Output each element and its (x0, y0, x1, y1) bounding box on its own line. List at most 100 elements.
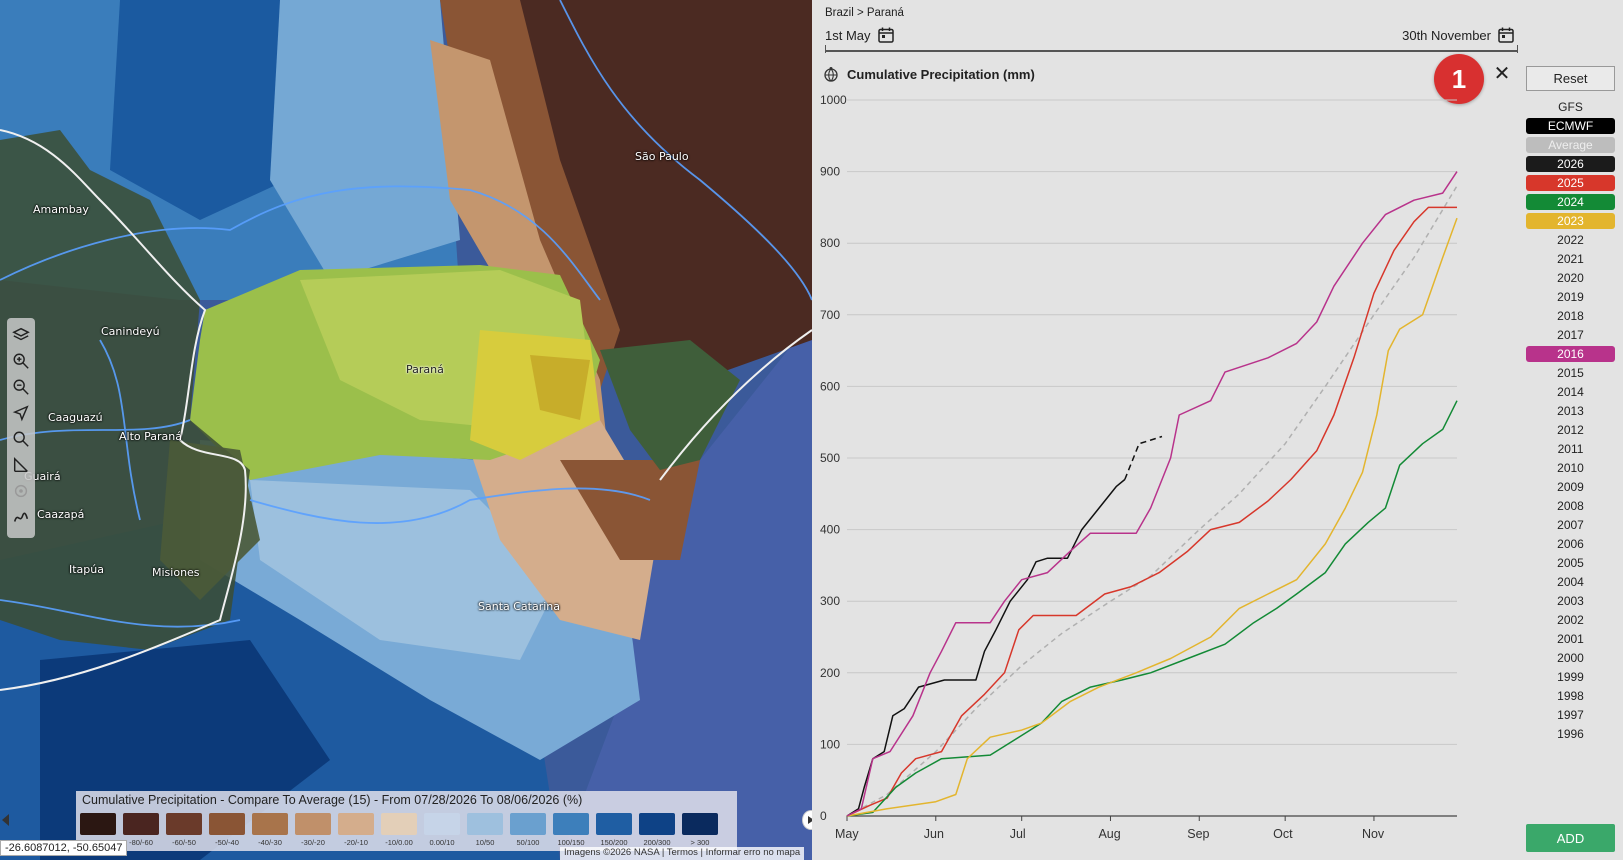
reset-button[interactable]: Reset (1526, 66, 1615, 91)
map-label-amambay: Amambay (33, 203, 89, 216)
series-toggle-2009[interactable]: 2009 (1557, 480, 1584, 494)
series-toggle-2025[interactable]: 2025 (1526, 175, 1615, 191)
legend-swatch (209, 813, 245, 835)
legend-label: -50/-40 (215, 838, 239, 847)
legend-label: -80/-60 (129, 838, 153, 847)
series-toggle-2026[interactable]: 2026 (1526, 156, 1615, 172)
y-tick-label: 1000 (820, 93, 847, 107)
map-label-santa-catarina: Santa Catarina (478, 600, 561, 613)
zoom-out-icon[interactable] (10, 376, 32, 398)
series-toggle-2000[interactable]: 2000 (1557, 651, 1584, 665)
measure-icon[interactable] (10, 454, 32, 476)
slider-start-handle[interactable] (825, 45, 826, 53)
series-toggle-2017[interactable]: 2017 (1557, 328, 1584, 342)
series-toggle-2011[interactable]: 2011 (1557, 442, 1584, 456)
series-toggle-2007[interactable]: 2007 (1557, 518, 1584, 532)
left-edge-arrow-icon[interactable] (0, 810, 12, 830)
start-date-picker[interactable]: 1st May (825, 26, 895, 44)
end-date-picker[interactable]: 30th November (1402, 26, 1515, 44)
series-toggle-average[interactable]: Average (1526, 137, 1615, 153)
series-toggle-2004[interactable]: 2004 (1557, 575, 1584, 589)
legend-item: -30/-20 (294, 813, 332, 847)
series-toggle-gfs[interactable]: GFS (1558, 100, 1583, 114)
series-toggle-2024[interactable]: 2024 (1526, 194, 1615, 210)
legend-swatch (381, 813, 417, 835)
search-icon[interactable] (10, 428, 32, 450)
series-toggle-2013[interactable]: 2013 (1557, 404, 1584, 418)
series-toggle-2005[interactable]: 2005 (1557, 556, 1584, 570)
legend-item: 50/100 (509, 813, 547, 847)
chart-panel: Brazil > Paraná 1st May 30th November Cu… (812, 0, 1623, 860)
series-toggle-ecmwf[interactable]: ECMWF (1526, 118, 1615, 134)
series-toggle-1999[interactable]: 1999 (1557, 670, 1584, 684)
series-toggle-2019[interactable]: 2019 (1557, 290, 1584, 304)
legend-swatch (80, 813, 116, 835)
series-toggle-2016[interactable]: 2016 (1526, 346, 1615, 362)
series-line-2023[interactable] (846, 217, 1458, 817)
zoom-in-icon[interactable] (10, 350, 32, 372)
legend-label: 100/150 (557, 838, 585, 847)
legend-swatch (467, 813, 503, 835)
chart-title: Cumulative Precipitation (mm) (847, 66, 1035, 82)
series-toggle-2022[interactable]: 2022 (1557, 233, 1584, 247)
series-line-2024[interactable] (846, 400, 1458, 817)
series-toggle-2006[interactable]: 2006 (1557, 537, 1584, 551)
legend-item: -50/-40 (208, 813, 246, 847)
slider-end-handle[interactable] (1517, 45, 1518, 53)
legend-label: 150/200 (600, 838, 628, 847)
legend-item: -40/-30 (251, 813, 289, 847)
layers-icon[interactable] (10, 324, 32, 346)
chevron-right-icon (808, 816, 814, 824)
calendar-icon[interactable] (1497, 26, 1515, 44)
series-toggle-2003[interactable]: 2003 (1557, 594, 1584, 608)
legend-label: 50/100 (516, 838, 540, 847)
series-toggle-2021[interactable]: 2021 (1557, 252, 1584, 266)
coordinates-readout: -26.6087012, -50.65047 (0, 840, 128, 856)
series-toggle-1998[interactable]: 1998 (1557, 689, 1584, 703)
y-tick-label: 500 (820, 451, 840, 465)
locate-arrow-icon[interactable] (10, 402, 32, 424)
map-label-alto-parana: Alto Paraná (119, 430, 182, 443)
legend-swatch (682, 813, 718, 835)
breadcrumb[interactable]: Brazil > Paraná (825, 7, 904, 19)
calendar-icon[interactable] (877, 26, 895, 44)
close-icon[interactable]: ✕ (1493, 62, 1511, 85)
series-toggle-list: GFS ECMWF Average 2026 2025 2024 2023 2022 2021 2… (1526, 99, 1615, 745)
series-line-2025[interactable] (846, 206, 1457, 817)
target-icon[interactable] (10, 480, 32, 502)
series-toggle-1997[interactable]: 1997 (1557, 708, 1584, 722)
legend-swatch (166, 813, 202, 835)
series-toggle-2020[interactable]: 2020 (1557, 271, 1584, 285)
map-view[interactable]: Amambay Canindeyú Caaguazú Alto Paraná G… (0, 0, 812, 860)
map-legend: Cumulative Precipitation - Compare To Av… (76, 791, 737, 851)
series-line-average[interactable] (846, 185, 1458, 817)
legend-swatch (295, 813, 331, 835)
series-toggle-2018[interactable]: 2018 (1557, 309, 1584, 323)
series-toggle-2012[interactable]: 2012 (1557, 423, 1584, 437)
series-toggle-2014[interactable]: 2014 (1557, 385, 1584, 399)
series-toggle-2023[interactable]: 2023 (1526, 213, 1615, 229)
series-toggle-2015[interactable]: 2015 (1557, 366, 1584, 380)
date-range-slider[interactable] (825, 45, 1518, 53)
legend-swatches: < -80-80/-60-60/-50-50/-40-40/-30-30/-20… (79, 813, 724, 847)
y-tick-label: 800 (820, 236, 840, 250)
map-attribution[interactable]: Imagens ©2026 NASA | Termos | Informar e… (560, 847, 805, 860)
add-button[interactable]: ADD (1526, 824, 1615, 852)
legend-item: 100/150 (552, 813, 590, 847)
series-line-2016[interactable] (846, 171, 1458, 817)
series-toggle-1996[interactable]: 1996 (1557, 727, 1584, 741)
series-toggle-2010[interactable]: 2010 (1557, 461, 1584, 475)
map-label-caazapa: Caazapá (37, 508, 85, 521)
legend-swatch (596, 813, 632, 835)
draw-icon[interactable] (10, 506, 32, 528)
chart-series (846, 171, 1458, 817)
globe-icon (824, 67, 838, 82)
legend-swatch (553, 813, 589, 835)
series-line-2026-forecast[interactable] (1124, 435, 1163, 480)
series-toggle-2002[interactable]: 2002 (1557, 613, 1584, 627)
legend-item: 0.00/10 (423, 813, 461, 847)
legend-label: -30/-20 (301, 838, 325, 847)
series-toggle-2008[interactable]: 2008 (1557, 499, 1584, 513)
series-toggle-2001[interactable]: 2001 (1557, 632, 1584, 646)
